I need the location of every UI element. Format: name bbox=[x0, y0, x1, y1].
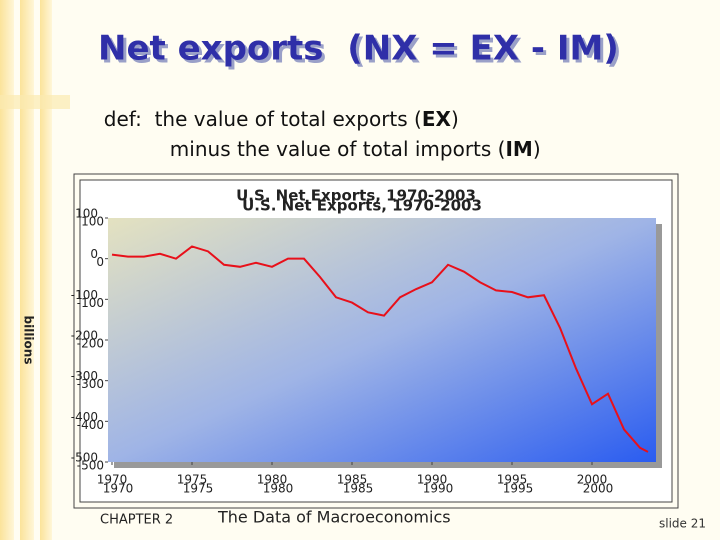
x-tick-label: 1995 bbox=[497, 473, 528, 487]
y-tick-label: -300 bbox=[71, 369, 98, 383]
y-tick-label-shadow: -500 bbox=[77, 459, 104, 473]
x-tick-label: 1990 bbox=[417, 473, 448, 487]
x-tick-label-shadow: 1980 bbox=[263, 482, 294, 496]
y-tick-label-shadow: -100 bbox=[77, 296, 104, 310]
x-tick-label: 1975 bbox=[177, 473, 208, 487]
slide-title: Net exports (NX = EX - IM) bbox=[98, 29, 619, 69]
y-tick-label-shadow: 100 bbox=[81, 215, 104, 229]
y-tick-label-shadow: -300 bbox=[77, 377, 104, 391]
y-tick-label-shadow: 0 bbox=[96, 255, 104, 269]
x-tick-label-shadow: 1990 bbox=[423, 482, 454, 496]
x-tick-label: 1980 bbox=[257, 473, 288, 487]
data-line bbox=[111, 245, 649, 453]
chart-title-shadow: U.S. Net Exports, 1970-2003 bbox=[242, 197, 482, 215]
y-tick-label: -100 bbox=[71, 288, 98, 302]
chart-frame bbox=[73, 173, 679, 509]
x-tick-label: 1970 bbox=[97, 473, 128, 487]
y-tick-label: 0 bbox=[90, 247, 98, 261]
y-tick-label: -200 bbox=[71, 329, 98, 343]
def-text: ) bbox=[451, 107, 459, 131]
x-tick-label: 2000 bbox=[577, 473, 608, 487]
def-term: IM bbox=[505, 137, 532, 161]
x-tick-label-shadow: 1995 bbox=[503, 482, 534, 496]
title-shadow: Net exports (NX = EX - IM) bbox=[101, 32, 622, 72]
def-text: ) bbox=[533, 137, 541, 161]
plot-area bbox=[108, 218, 656, 462]
def-text: def: the value of total exports ( bbox=[104, 107, 422, 131]
x-tick-label-shadow: 1975 bbox=[183, 482, 214, 496]
x-tick-label-shadow: 2000 bbox=[583, 482, 614, 496]
stripe bbox=[20, 0, 34, 540]
x-tick-label: 1985 bbox=[337, 473, 368, 487]
stripe bbox=[0, 0, 14, 540]
y-axis-label: billions bbox=[22, 316, 36, 365]
y-tick-label: 100 bbox=[75, 207, 98, 221]
def-text: minus the value of total imports ( bbox=[170, 137, 506, 161]
y-tick-label: -400 bbox=[71, 410, 98, 424]
definition: minus the value of total imports (IM) bbox=[138, 137, 560, 161]
footer-chapter: CHAPTER 2 bbox=[100, 513, 173, 528]
chart-title: U.S. Net Exports, 1970-2003 bbox=[236, 187, 476, 205]
y-tick-label: -500 bbox=[71, 451, 98, 465]
definition: def: the value of total exports (EX) bbox=[72, 107, 478, 131]
x-tick-label-shadow: 1985 bbox=[343, 482, 374, 496]
x-tick-label-shadow: 1970 bbox=[103, 482, 134, 496]
footer-slide: slide 21 bbox=[659, 517, 706, 531]
stripe bbox=[40, 0, 52, 540]
footer-subject: The Data of Macroeconomics bbox=[217, 508, 451, 527]
y-tick-label-shadow: -400 bbox=[77, 418, 104, 432]
y-tick-label-shadow: -200 bbox=[77, 337, 104, 351]
stripe bbox=[0, 95, 70, 109]
def-term: EX bbox=[422, 107, 452, 131]
